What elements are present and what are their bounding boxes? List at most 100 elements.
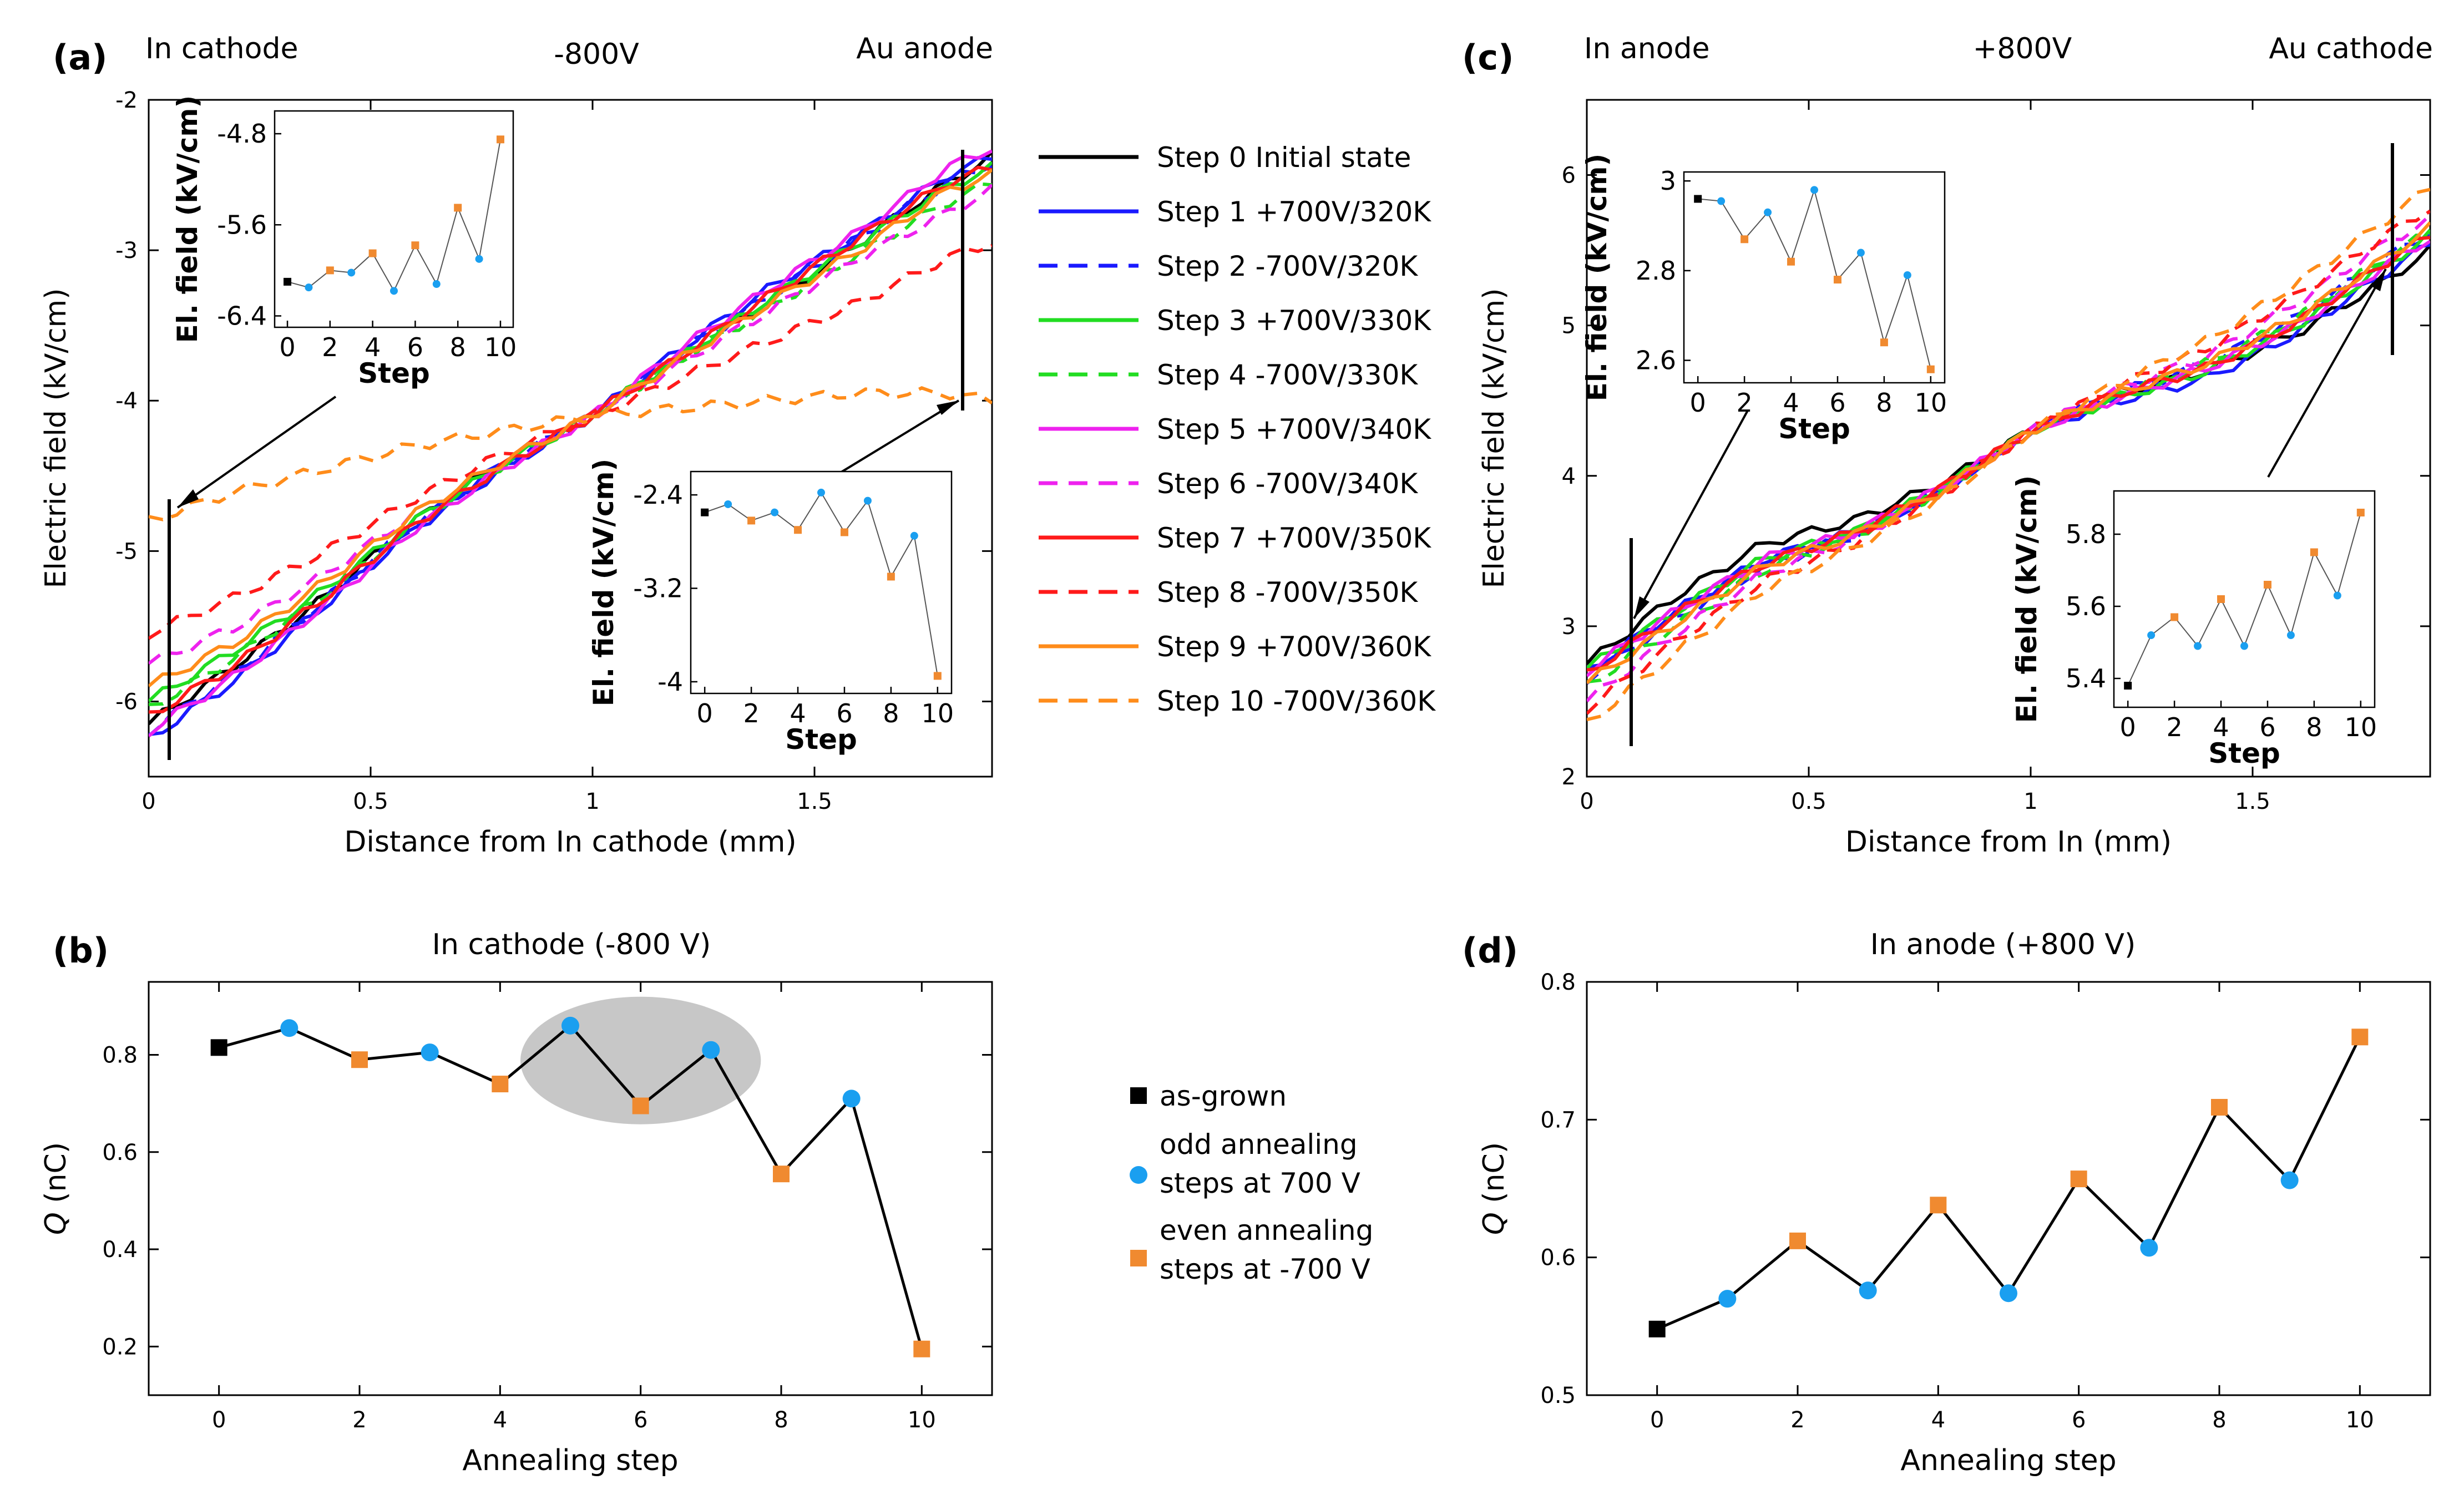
inset-data-point	[1856, 249, 1865, 257]
inset-y-tick-label: -4	[657, 667, 683, 697]
inset-x-tick-label: 6	[1829, 388, 1845, 418]
inset-data-point	[910, 531, 918, 540]
x-tick-label: 4	[1931, 1407, 1945, 1433]
inset-data-point	[2170, 613, 2179, 621]
x-tick-label: 0	[141, 789, 155, 814]
x-tick-label: 2	[1790, 1407, 1804, 1433]
legend-label: Step 6 -700V/340K	[1157, 468, 1418, 500]
inset-frame	[2113, 490, 2376, 708]
series-group	[149, 149, 992, 738]
data-point	[1930, 1197, 1947, 1214]
series-group	[1587, 188, 2430, 722]
y-tick-label: 0.2	[102, 1334, 138, 1360]
inset-frame	[1683, 171, 1946, 384]
x-axis-label: Distance from In (mm)	[1845, 825, 2172, 859]
inset-data-point	[2217, 595, 2225, 603]
inset-x-tick-label: 8	[450, 332, 466, 362]
x-tick-label: 1.5	[2235, 789, 2270, 814]
inset-data-point	[1717, 197, 1726, 205]
marker-legend: as-grown odd annealing steps at 700 V even …	[1130, 1080, 1373, 1285]
inset-data-point	[1764, 208, 1772, 216]
inset-y-tick-label: -4.8	[217, 119, 267, 149]
inset-data-point	[2263, 581, 2271, 589]
inset-data-point	[2310, 548, 2318, 556]
y-tick-label: 0.4	[102, 1237, 138, 1263]
legend-label: Step 10 -700V/360K	[1157, 685, 1436, 717]
data-point	[1789, 1232, 1806, 1249]
data-point	[773, 1166, 790, 1183]
legend-label-line: steps at -700 V	[1160, 1253, 1370, 1285]
arrow-head	[2370, 269, 2386, 291]
panel-title: In anode (+800 V)	[1870, 928, 2136, 961]
data-point	[1718, 1290, 1737, 1308]
inset-data-point	[887, 572, 895, 581]
header-right: Au cathode	[2269, 32, 2433, 65]
inset-y-tick-label: -3.2	[633, 574, 683, 604]
inset-x-tick-label: 2	[322, 332, 338, 362]
inset-x-tick-label: 2	[2166, 712, 2182, 742]
legend-label: Step 0 Initial state	[1157, 141, 1411, 174]
data-point	[913, 1340, 930, 1357]
inset-x-tick-label: 2	[743, 698, 759, 728]
inset-x-tick-label: 0	[697, 698, 713, 728]
x-tick-label: 4	[493, 1407, 507, 1433]
y-axis-label-unit: (nC)	[1478, 1142, 1511, 1212]
inset-data-point	[817, 488, 825, 496]
y-tick-label: -3	[115, 238, 138, 264]
data-point	[2000, 1284, 2017, 1303]
panel-label: (b)	[53, 930, 109, 971]
y-axis-label: Q (nC)	[39, 1142, 73, 1235]
inset-data-point	[454, 204, 462, 212]
inset-x-tick-label: 8	[1876, 388, 1892, 418]
y-tick-label: 0.6	[102, 1140, 138, 1166]
inset-c-left: 0 2 4 6 8 10 3 2.8 2.6 Step El. field (kV/cm)	[1581, 154, 1947, 445]
inset-data-point	[496, 135, 504, 144]
data-point	[561, 1016, 579, 1035]
x-tick-label: 0.5	[1791, 789, 1827, 814]
series-line	[149, 165, 992, 714]
y-tick-label: -6	[115, 689, 138, 715]
inset-data-point	[840, 528, 848, 536]
panel-c: 0 0.5 1 1.5 2 3 4 5 6 Distance from In (mm) Electr…	[1462, 32, 2433, 859]
inset-y-axis-label: El. field (kV/cm)	[2011, 475, 2043, 723]
inset-data-point	[390, 287, 398, 295]
x-tick-label: 0	[1650, 1407, 1664, 1433]
x-tick-label: 1	[2023, 789, 2037, 814]
inset-x-tick-label: 10	[1915, 388, 1947, 418]
legend-label: Step 3 +700V/330K	[1157, 305, 1431, 337]
y-axis-label-unit: (nC)	[39, 1142, 73, 1212]
inset-data-point	[347, 268, 356, 277]
y-axis-label-symbol: Q	[39, 1212, 73, 1235]
inset-data-point	[1926, 365, 1935, 373]
panel-title: In cathode (-800 V)	[432, 928, 711, 961]
series-line	[1587, 209, 2430, 715]
inset-x-tick-label: 6	[407, 332, 423, 362]
data-point	[421, 1043, 439, 1062]
inset-x-tick-label: 6	[836, 698, 852, 728]
inset-data-point	[863, 496, 872, 505]
inset-y-tick-label: 2.6	[1636, 346, 1676, 376]
inset-x-tick-label: 2	[1736, 388, 1752, 418]
data-point	[702, 1041, 720, 1059]
x-tick-label: 6	[634, 1407, 647, 1433]
plot-frame	[148, 99, 993, 778]
inset-data-point	[2333, 591, 2341, 600]
header-right: Au anode	[856, 32, 993, 65]
legend-label: Step 1 +700V/320K	[1157, 196, 1431, 228]
x-tick-label: 2	[352, 1407, 366, 1433]
inset-x-tick-label: 4	[365, 332, 381, 362]
inset-y-tick-label: -6.4	[217, 301, 267, 331]
y-tick-label: 2	[1562, 764, 1576, 790]
inset-data-point	[432, 280, 441, 288]
inset-data-point	[701, 508, 709, 516]
highlight-ellipse	[520, 996, 761, 1124]
inset-y-tick-label: 3	[1660, 166, 1676, 196]
inset-x-tick-label: 0	[279, 332, 295, 362]
legend-label: Step 9 +700V/360K	[1157, 631, 1431, 663]
inset-y-tick-label: 5.4	[2066, 663, 2106, 693]
y-tick-label: -5	[115, 539, 138, 564]
legend-label-line: even annealing	[1160, 1214, 1373, 1246]
legend-marker	[1130, 1250, 1147, 1266]
